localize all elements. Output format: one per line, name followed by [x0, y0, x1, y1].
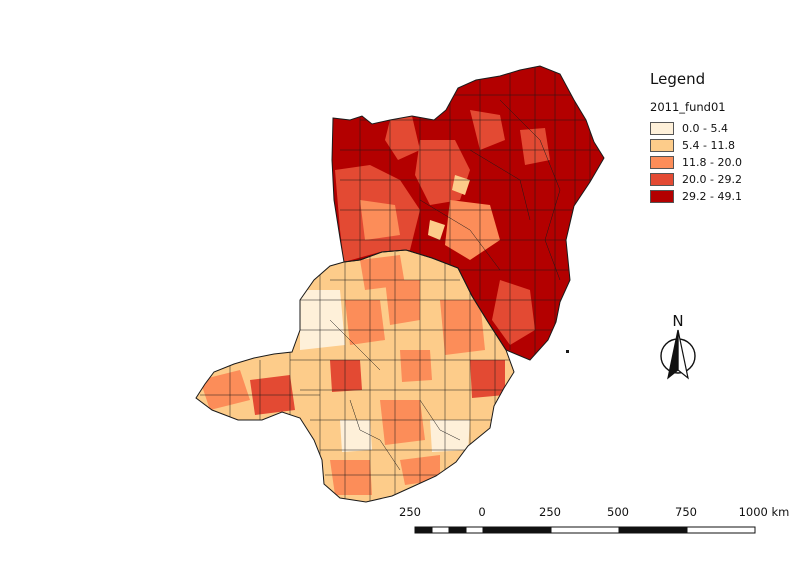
municipality-patch: [330, 460, 372, 495]
legend-entry-label: 11.8 - 20.0: [682, 155, 742, 169]
legend-swatch: [650, 189, 674, 203]
legend-swatch: [650, 155, 674, 169]
municipality-patch: [440, 300, 485, 355]
map-legend: Legend 2011_fund01 0.0 - 5.4 5.4 - 11.8 …: [650, 70, 742, 205]
municipality-patch: [385, 116, 420, 160]
legend-entry-label: 20.0 - 29.2: [682, 172, 742, 186]
legend-entry: 11.8 - 20.0: [650, 154, 742, 170]
scale-bar-graphic: [414, 526, 756, 534]
scale-label: 250: [399, 505, 421, 519]
legend-entry-label: 0.0 - 5.4: [682, 121, 728, 135]
municipality-patch: [492, 280, 535, 345]
scale-label: 500: [607, 505, 629, 519]
scale-label: 1000 km: [738, 505, 790, 519]
municipality-patch: [430, 420, 470, 452]
scale-bar: 250 0 250 500 750 1000 km: [380, 505, 790, 545]
scale-label: 0: [478, 505, 486, 519]
municipality-patch: [330, 360, 362, 392]
municipality-patch: [300, 290, 345, 350]
municipality-patch: [360, 200, 400, 240]
south-region-outline: [195, 249, 515, 503]
municipality-patch: [445, 200, 500, 260]
municipality-patch: [345, 300, 385, 345]
municipality-patch: [380, 400, 425, 445]
scale-label: 750: [675, 505, 697, 519]
municipality-borders: [200, 252, 510, 502]
municipality-patch: [400, 350, 432, 382]
municipality-borders: [340, 66, 600, 360]
legend-field-name: 2011_fund01: [650, 100, 726, 114]
municipality-patch: [428, 220, 445, 240]
legend-swatch: [650, 121, 674, 135]
north-letter: N: [672, 312, 684, 330]
legend-entry: 29.2 - 49.1: [650, 188, 742, 204]
municipality-patch: [470, 360, 505, 398]
legend-title: Legend: [650, 70, 706, 88]
legend-entry: 5.4 - 11.8: [650, 137, 742, 153]
municipality-patch: [385, 280, 420, 325]
legend-swatch: [650, 172, 674, 186]
legend-entry-label: 29.2 - 49.1: [682, 189, 742, 203]
legend-swatch: [650, 138, 674, 152]
municipality-patch: [340, 420, 372, 452]
compass-icon: [660, 329, 696, 380]
legend-entry-label: 5.4 - 11.8: [682, 138, 735, 152]
scale-label: 250: [539, 505, 561, 519]
municipality-patch: [360, 255, 405, 290]
municipality-patch: [200, 370, 250, 410]
legend-entry: 0.0 - 5.4: [650, 120, 742, 136]
legend-entry: 20.0 - 29.2: [650, 171, 742, 187]
north-arrow: N: [655, 312, 701, 384]
island-mark: [566, 350, 569, 353]
